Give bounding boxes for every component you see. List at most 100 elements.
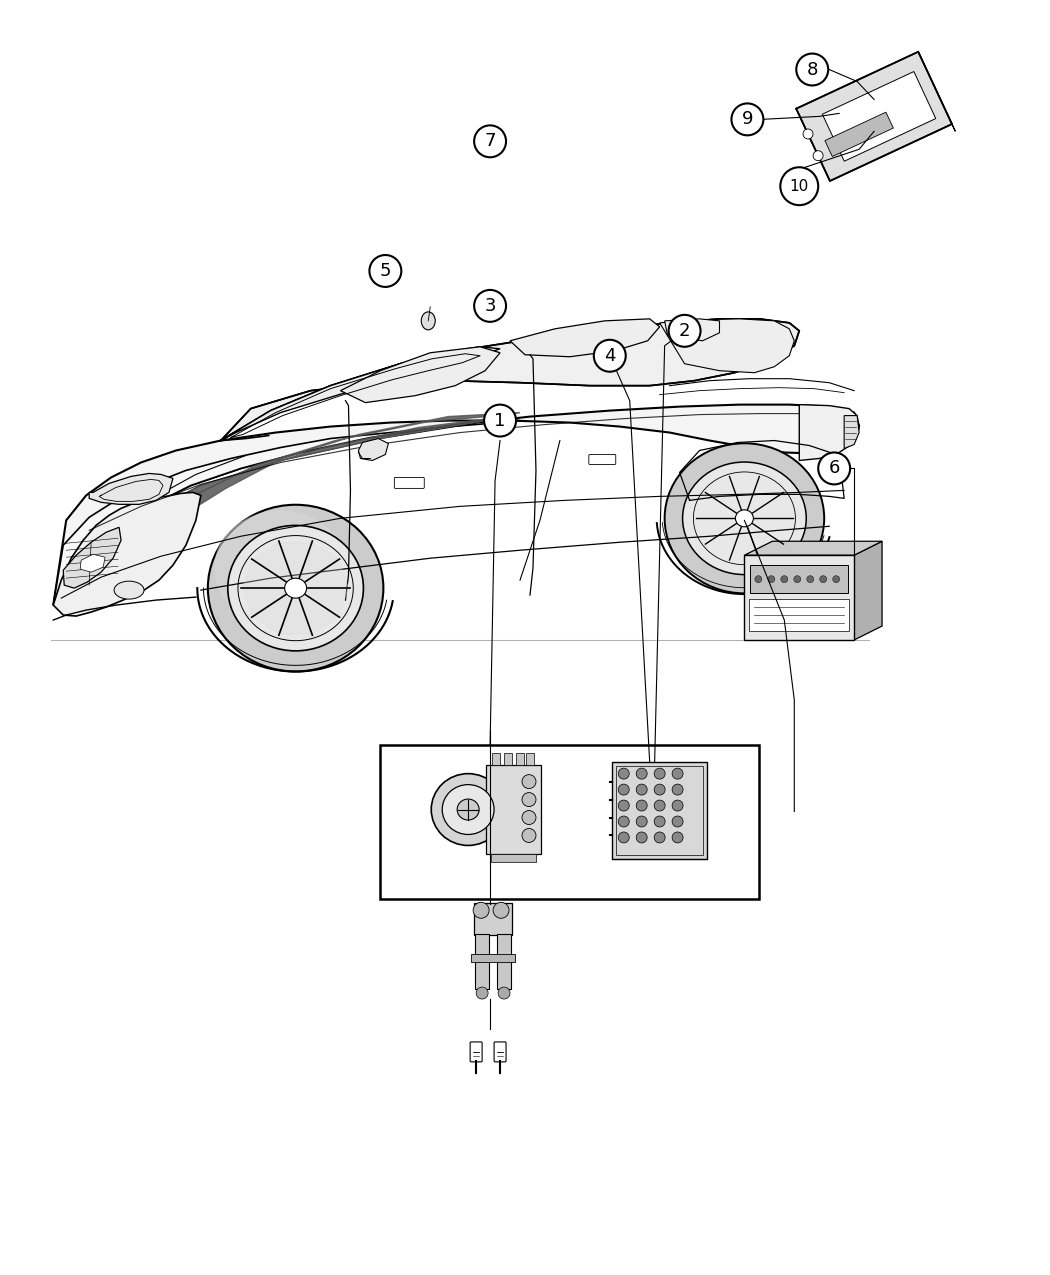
Polygon shape (659, 319, 794, 372)
Polygon shape (54, 492, 201, 616)
Circle shape (768, 576, 775, 583)
Polygon shape (665, 319, 719, 340)
Ellipse shape (432, 774, 505, 845)
Circle shape (669, 315, 700, 347)
Circle shape (654, 816, 665, 827)
Polygon shape (744, 542, 882, 555)
Polygon shape (253, 542, 292, 581)
Circle shape (796, 54, 828, 85)
FancyBboxPatch shape (492, 752, 500, 765)
FancyBboxPatch shape (504, 752, 512, 765)
Text: 10: 10 (790, 179, 808, 194)
FancyBboxPatch shape (750, 599, 849, 631)
Polygon shape (89, 473, 173, 505)
Polygon shape (510, 319, 659, 357)
Circle shape (780, 167, 818, 205)
Circle shape (494, 903, 509, 918)
Polygon shape (307, 588, 349, 616)
Ellipse shape (114, 581, 144, 599)
Polygon shape (854, 542, 882, 640)
FancyBboxPatch shape (491, 854, 536, 862)
Circle shape (618, 768, 629, 779)
Circle shape (755, 576, 762, 583)
FancyBboxPatch shape (526, 752, 534, 765)
FancyBboxPatch shape (497, 935, 511, 989)
Ellipse shape (665, 444, 824, 593)
Circle shape (636, 801, 647, 811)
Circle shape (672, 833, 684, 843)
Polygon shape (243, 588, 286, 616)
Circle shape (618, 816, 629, 827)
FancyBboxPatch shape (470, 1042, 482, 1062)
FancyBboxPatch shape (471, 954, 516, 963)
Polygon shape (243, 560, 286, 588)
Polygon shape (253, 595, 292, 634)
Polygon shape (358, 439, 388, 460)
Polygon shape (279, 599, 312, 634)
Circle shape (474, 903, 489, 918)
FancyBboxPatch shape (589, 454, 615, 464)
FancyBboxPatch shape (380, 745, 759, 899)
FancyBboxPatch shape (751, 565, 848, 593)
Circle shape (522, 811, 536, 825)
Ellipse shape (208, 505, 383, 672)
Circle shape (475, 289, 506, 321)
Circle shape (781, 576, 788, 583)
Circle shape (654, 784, 665, 796)
Polygon shape (307, 560, 349, 588)
Polygon shape (54, 404, 859, 606)
FancyBboxPatch shape (395, 477, 424, 488)
Circle shape (498, 987, 510, 1000)
Polygon shape (825, 112, 894, 157)
Polygon shape (279, 542, 312, 576)
Circle shape (636, 833, 647, 843)
Polygon shape (299, 595, 338, 634)
Circle shape (522, 829, 536, 843)
Polygon shape (299, 542, 338, 581)
Circle shape (370, 255, 401, 287)
Polygon shape (54, 418, 520, 606)
Circle shape (618, 833, 629, 843)
Text: 9: 9 (741, 111, 753, 129)
Ellipse shape (285, 578, 307, 598)
Circle shape (484, 404, 516, 436)
Ellipse shape (457, 799, 479, 820)
FancyBboxPatch shape (476, 935, 489, 989)
Text: 8: 8 (806, 60, 818, 79)
FancyBboxPatch shape (744, 555, 854, 640)
Polygon shape (340, 347, 500, 403)
Polygon shape (844, 416, 859, 449)
Ellipse shape (215, 511, 346, 625)
Circle shape (522, 793, 536, 807)
Ellipse shape (682, 462, 806, 575)
Text: 6: 6 (828, 459, 840, 477)
FancyBboxPatch shape (612, 761, 707, 859)
Text: 4: 4 (604, 347, 615, 365)
Text: 2: 2 (679, 321, 690, 340)
Text: 1: 1 (495, 412, 506, 430)
Ellipse shape (442, 784, 495, 834)
Circle shape (654, 833, 665, 843)
Circle shape (803, 129, 813, 139)
Ellipse shape (228, 525, 363, 650)
Circle shape (636, 768, 647, 779)
Text: 3: 3 (484, 297, 496, 315)
FancyBboxPatch shape (495, 1042, 506, 1062)
Circle shape (636, 816, 647, 827)
Circle shape (618, 784, 629, 796)
Circle shape (654, 768, 665, 779)
Circle shape (522, 775, 536, 789)
Circle shape (475, 125, 506, 157)
Circle shape (476, 987, 488, 1000)
FancyBboxPatch shape (475, 903, 512, 935)
Polygon shape (799, 404, 859, 460)
Polygon shape (822, 71, 936, 161)
Polygon shape (63, 528, 121, 588)
Circle shape (672, 768, 684, 779)
Polygon shape (220, 319, 799, 441)
Ellipse shape (421, 312, 436, 330)
Polygon shape (101, 417, 505, 542)
Circle shape (618, 801, 629, 811)
Circle shape (833, 576, 840, 583)
Polygon shape (796, 52, 952, 181)
